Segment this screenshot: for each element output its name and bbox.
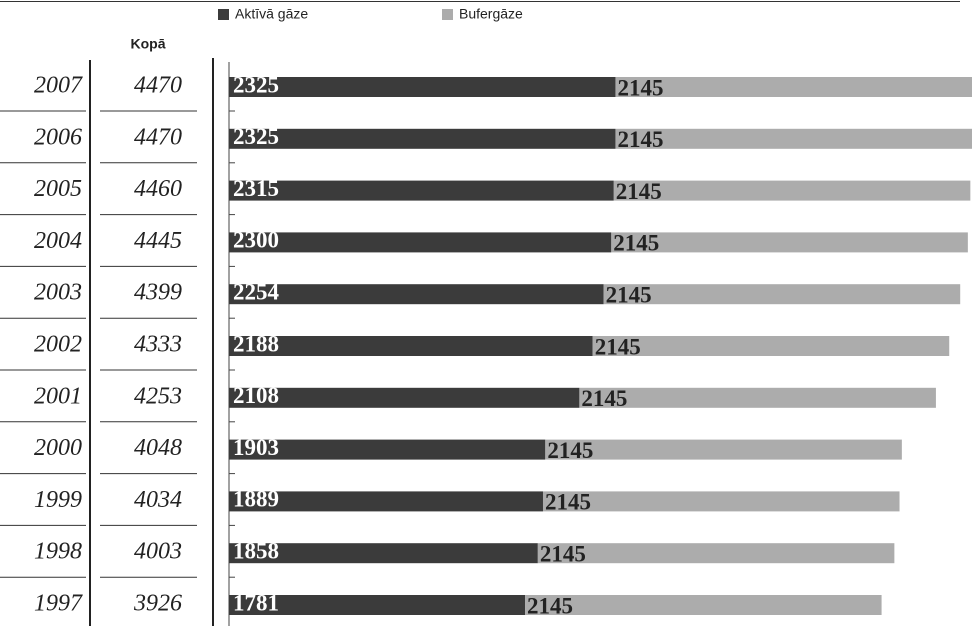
bar-segment (537, 543, 895, 564)
year-label: 2004 (34, 228, 82, 254)
bar-segment (229, 284, 604, 305)
total-value: 4034 (134, 487, 182, 513)
bar-segment (542, 491, 900, 512)
data-label: 2145 (581, 386, 627, 411)
year-label: 1997 (34, 591, 83, 617)
bar-segment (603, 284, 961, 305)
bar-segment (579, 387, 936, 408)
data-label: 1889 (233, 487, 279, 512)
data-label: 1903 (233, 435, 279, 460)
bar-segment (611, 232, 968, 253)
total-value: 4470 (134, 124, 182, 150)
total-value: 3926 (133, 591, 182, 617)
year-label: 2000 (34, 435, 82, 461)
data-label: 2145 (547, 438, 593, 463)
data-label: 2325 (233, 124, 279, 149)
bar-segment (525, 595, 882, 615)
year-label: 1999 (34, 487, 82, 513)
total-value: 4460 (134, 176, 182, 202)
bar-segment (613, 180, 971, 201)
bar-segment (229, 180, 614, 201)
legend-label: Aktīvā gāze (235, 6, 308, 22)
data-label: 2145 (616, 179, 662, 204)
bar-segment (229, 387, 580, 408)
totals-header: Kopā (131, 36, 166, 52)
data-label: 2254 (233, 279, 280, 304)
bar-segment (229, 336, 593, 356)
data-label: 2145 (613, 231, 659, 256)
bar-segment (615, 128, 972, 149)
bar-segment (229, 77, 616, 97)
data-label: 1781 (233, 590, 279, 615)
year-label: 2002 (34, 332, 82, 358)
total-value: 4003 (134, 539, 182, 565)
data-label: 2300 (233, 228, 279, 253)
data-label: 2315 (233, 176, 279, 201)
data-label: 2145 (617, 127, 663, 152)
bar-segment (592, 336, 950, 356)
total-value: 4399 (134, 280, 182, 306)
data-label: 2325 (233, 72, 279, 97)
total-value: 4333 (134, 332, 182, 358)
legend-swatch (442, 9, 453, 20)
total-value: 4048 (134, 435, 182, 461)
year-label: 2006 (34, 124, 82, 150)
data-label: 1858 (233, 538, 279, 563)
bar-segment (229, 595, 526, 615)
year-label: 2001 (34, 383, 82, 409)
data-label: 2145 (595, 334, 641, 359)
bar-segment (229, 439, 546, 460)
data-label: 2145 (540, 541, 586, 566)
total-value: 4445 (134, 228, 182, 254)
data-label: 2145 (606, 282, 652, 307)
year-label: 2005 (34, 176, 82, 202)
data-label: 2145 (617, 75, 663, 100)
year-label: 2007 (34, 73, 83, 99)
year-label: 2003 (34, 280, 82, 306)
legend-label: Bufergāze (459, 6, 523, 22)
data-label: 2145 (527, 593, 573, 618)
bar-segment (615, 77, 972, 97)
bar-segment (229, 232, 612, 253)
data-label: 2145 (545, 490, 591, 515)
data-label: 2108 (233, 383, 279, 408)
year-label: 1998 (34, 539, 82, 565)
bar-segment (545, 439, 902, 460)
total-value: 4253 (134, 383, 182, 409)
data-label: 2188 (233, 331, 279, 356)
total-value: 4470 (134, 73, 182, 99)
bar-segment (229, 543, 538, 564)
bar-segment (229, 491, 543, 512)
legend-swatch (218, 9, 229, 20)
bar-segment (229, 128, 616, 149)
